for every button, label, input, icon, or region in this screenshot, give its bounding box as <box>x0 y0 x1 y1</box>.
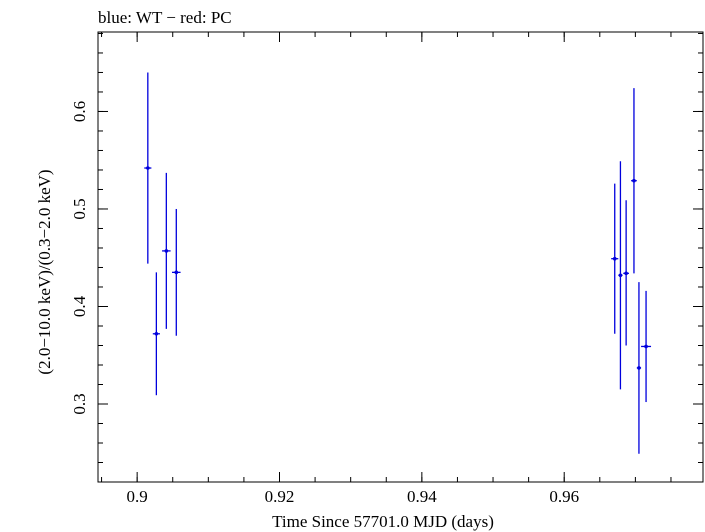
x-tick-labels: 0.9 0.92 0.94 0.96 <box>127 487 580 506</box>
point-marker <box>637 366 641 370</box>
point-marker <box>644 344 648 349</box>
y-axis-label: (2.0−10.0 keV)/(0.3−2.0 keV) <box>35 169 54 374</box>
y-tick-label: 0.4 <box>70 295 89 317</box>
data-point-wt <box>623 200 629 346</box>
data-point-wt <box>618 161 623 390</box>
y-tick-label: 0.3 <box>70 393 89 414</box>
data-points <box>144 72 652 454</box>
data-point-wt <box>144 72 152 264</box>
plot-frame <box>97 31 704 483</box>
x-tick-label: 0.9 <box>127 487 148 506</box>
point-marker <box>624 271 628 276</box>
x-axis-label: Time Since 57701.0 MJD (days) <box>272 512 494 531</box>
data-point-wt <box>641 290 652 403</box>
point-marker <box>154 331 159 336</box>
x-tick-label: 0.96 <box>549 487 579 506</box>
y-tick-label: 0.6 <box>70 101 89 122</box>
y-tick-labels: 0.3 0.4 0.5 0.6 <box>70 101 89 415</box>
axis-ticks <box>98 32 703 483</box>
y-tick-label: 0.5 <box>70 198 89 219</box>
data-point-wt <box>172 208 181 336</box>
point-marker <box>146 166 150 170</box>
x-tick-label: 0.92 <box>265 487 295 506</box>
point-marker <box>632 178 636 183</box>
data-point-wt <box>162 172 171 329</box>
point-marker <box>174 270 179 275</box>
point-marker <box>618 273 623 278</box>
data-point-wt <box>636 282 642 454</box>
chart-title: blue: WT − red: PC <box>98 8 232 27</box>
point-marker <box>164 249 169 253</box>
data-point-wt <box>611 183 619 334</box>
point-marker <box>612 256 617 261</box>
x-tick-label: 0.94 <box>407 487 437 506</box>
data-point-wt <box>152 272 160 396</box>
data-point-wt <box>631 88 637 274</box>
